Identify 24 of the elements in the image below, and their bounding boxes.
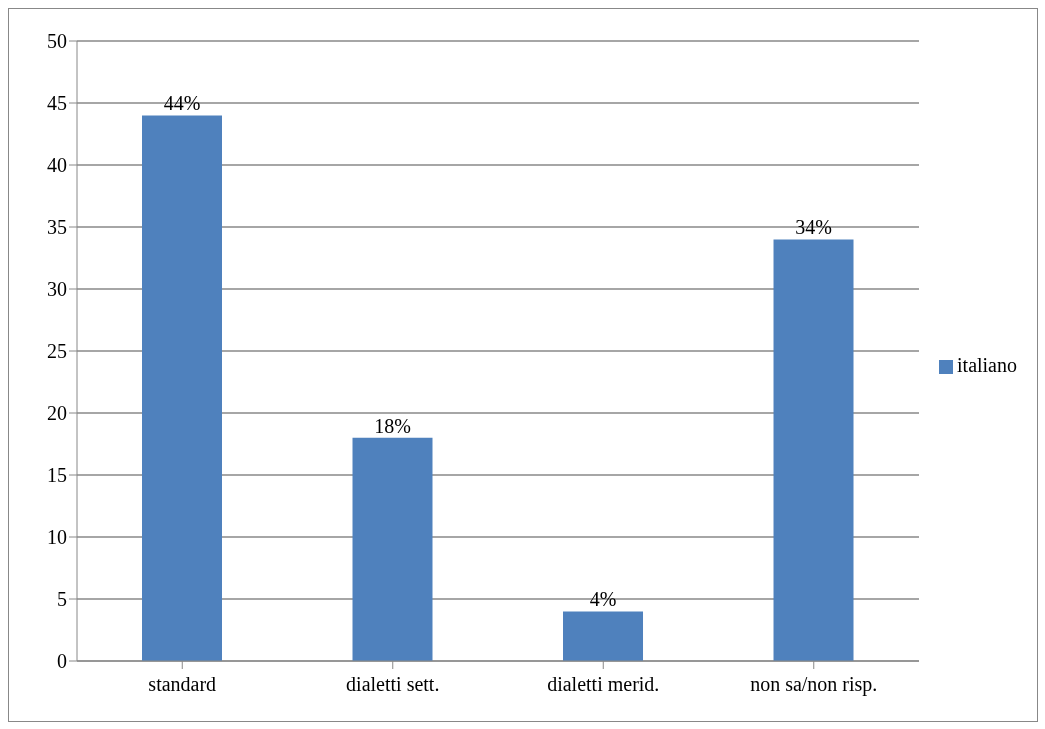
y-tick-label: 45 bbox=[47, 92, 67, 115]
x-tick-label: standard bbox=[148, 673, 217, 696]
x-tick-label: dialetti sett. bbox=[346, 673, 440, 696]
data-label: 18% bbox=[374, 414, 411, 437]
bar bbox=[773, 239, 854, 661]
data-label: 4% bbox=[589, 588, 617, 611]
data-label: 44% bbox=[163, 92, 201, 115]
y-tick-label: 40 bbox=[47, 154, 67, 177]
bar bbox=[142, 115, 222, 661]
y-tick-label: 15 bbox=[47, 464, 67, 487]
legend-label: italiano bbox=[957, 353, 1017, 376]
y-tick-label: 10 bbox=[47, 526, 67, 549]
bar bbox=[563, 611, 644, 661]
y-tick-label: 0 bbox=[57, 650, 67, 673]
y-tick-label: 30 bbox=[47, 278, 67, 301]
x-tick-label: non sa/non risp. bbox=[750, 673, 878, 697]
y-tick-label: 50 bbox=[47, 30, 67, 53]
data-label: 34% bbox=[795, 216, 832, 239]
y-tick-label: 25 bbox=[47, 340, 67, 363]
bar bbox=[352, 437, 433, 661]
y-tick-label: 20 bbox=[47, 402, 67, 425]
x-tick-label: dialetti merid. bbox=[547, 673, 660, 696]
y-tick-label: 35 bbox=[47, 216, 67, 239]
y-tick-label: 5 bbox=[57, 588, 67, 611]
